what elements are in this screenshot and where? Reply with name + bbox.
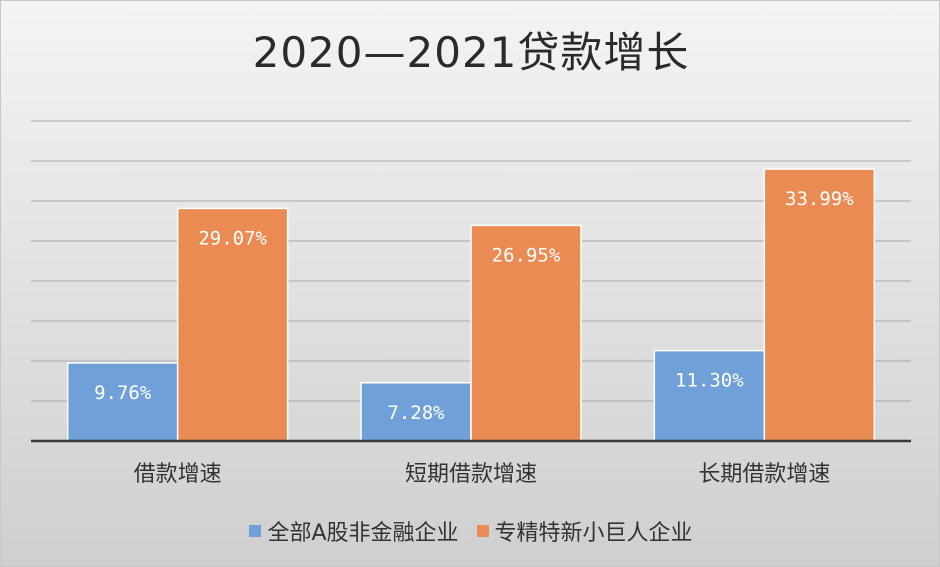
bar-little-giant-2 (763, 168, 876, 442)
bar-little-giant-0 (176, 207, 289, 442)
legend-swatch-blue (249, 525, 262, 537)
data-label: 7.28% (387, 402, 445, 424)
legend-swatch-orange (476, 525, 489, 537)
data-label: 11.30% (675, 370, 744, 392)
data-label: 29.07% (198, 227, 267, 249)
legend-item-little-giant: 专精特新小巨人企业 (476, 515, 693, 547)
bar-little-giant-1 (470, 224, 582, 442)
category-label: 借款增速 (134, 462, 222, 487)
category-label: 短期借款增速 (405, 462, 537, 487)
bar-a-share-2 (653, 349, 766, 442)
legend-label-little-giant: 专精特新小巨人企业 (494, 521, 693, 546)
data-label: 33.99% (785, 188, 854, 210)
legend-label-a-share: 全部A股非金融企业 (267, 521, 459, 546)
legend-item-a-share: 全部A股非金融企业 (249, 515, 459, 547)
chart-legend: 全部A股非金融企业 专精特新小巨人企业 (1, 515, 939, 547)
data-label: 9.76% (94, 382, 152, 404)
category-label: 长期借款增速 (698, 462, 830, 487)
data-label: 26.95% (492, 244, 561, 266)
chart-title: 2020—2021贷款增长 (252, 28, 690, 77)
bar-a-share-0 (66, 362, 179, 442)
